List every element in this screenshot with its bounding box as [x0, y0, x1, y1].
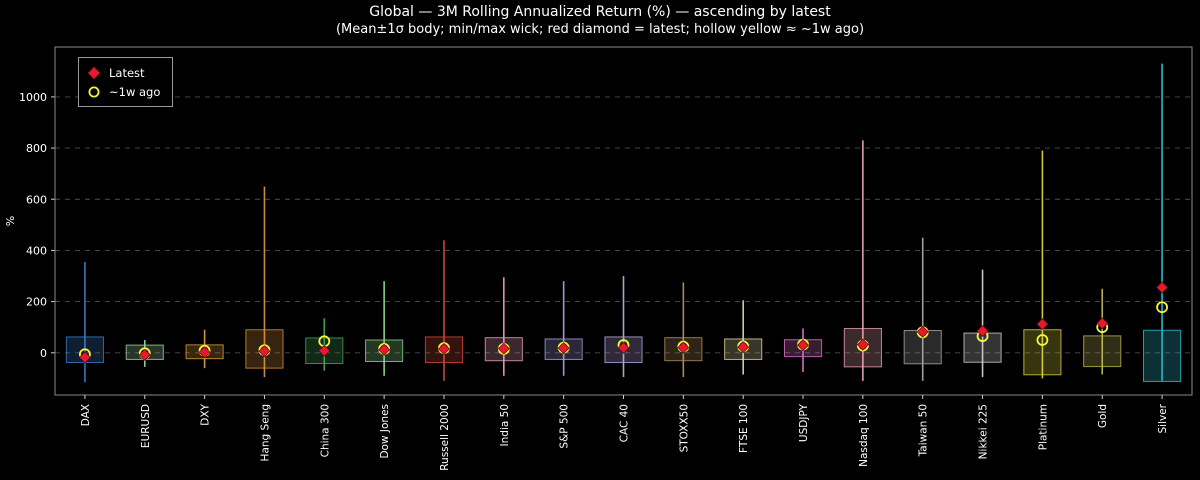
- latest-marker-china-300: [318, 344, 331, 357]
- latest-marker-cac-40: [617, 341, 630, 354]
- latest-marker-ftse-100: [737, 341, 750, 354]
- week-ago-circle-icon: [88, 86, 100, 97]
- latest-marker-taiwan-50: [916, 325, 929, 338]
- sigma-box-gold: [1083, 335, 1122, 368]
- latest-marker-gold: [1096, 317, 1109, 330]
- week-ago-marker-silver: [1156, 301, 1168, 314]
- y-tick-label: 800: [26, 142, 47, 155]
- x-tick-label-nikkei-225: Nikkei 225: [978, 404, 990, 459]
- x-tick-label-hang-seng: Hang Seng: [259, 404, 271, 461]
- latest-marker-nasdaq-100: [856, 338, 869, 351]
- latest-marker-silver: [1156, 281, 1169, 294]
- latest-marker-india-50: [497, 342, 510, 355]
- y-tick-label: 0: [40, 347, 47, 360]
- x-tick-label-eurusd: EURUSD: [140, 404, 152, 448]
- x-tick-label-nasdaq-100: Nasdaq 100: [858, 404, 870, 467]
- latest-marker-stoxx50: [677, 341, 690, 354]
- x-tick-label-ftse-100: FTSE 100: [738, 404, 750, 453]
- chart-title: Global — 3M Rolling Annualized Return (%…: [369, 4, 831, 20]
- chart-subtitle: (Mean±1σ body; min/max wick; red diamond…: [335, 22, 865, 37]
- y-tick-label: 1000: [19, 91, 47, 104]
- latest-diamond-icon: [87, 65, 101, 80]
- y-axis-label: %: [4, 216, 17, 226]
- latest-marker-russell-2000: [437, 342, 450, 355]
- y-tick-label: 400: [26, 244, 47, 257]
- sigma-box-platinum: [1023, 329, 1062, 376]
- legend-latest-label: Latest: [109, 65, 145, 80]
- x-tick-label-gold: Gold: [1097, 404, 1109, 428]
- x-tick-label-cac-40: CAC 40: [619, 404, 631, 442]
- latest-marker-s-p-500: [557, 342, 570, 355]
- x-tick-label-platinum: Platinum: [1037, 404, 1049, 450]
- week-ago-marker-platinum: [1036, 334, 1049, 346]
- legend: Latest ~1w ago: [78, 57, 174, 107]
- x-tick-label-dow-jones: Dow Jones: [379, 404, 391, 459]
- sigma-box-nikkei-225: [963, 332, 1002, 363]
- latest-marker-platinum: [1036, 318, 1049, 331]
- y-tick-label: 200: [26, 296, 47, 309]
- x-tick-label-russell-2000: Russell 2000: [439, 404, 451, 471]
- legend-item-latest: Latest: [87, 63, 160, 82]
- latest-marker-hang-seng: [258, 345, 271, 358]
- legend-week-label: ~1w ago: [109, 84, 161, 99]
- latest-marker-nikkei-225: [976, 325, 989, 338]
- legend-item-week-ago: ~1w ago: [87, 82, 160, 101]
- x-tick-label-usdjpy: USDJPY: [798, 403, 810, 442]
- x-tick-label-taiwan-50: Taiwan 50: [918, 404, 930, 457]
- x-tick-label-china-300: China 300: [319, 404, 331, 457]
- latest-marker-dax: [78, 351, 91, 364]
- y-tick-label: 600: [26, 193, 47, 206]
- latest-marker-dxy: [198, 346, 211, 359]
- x-tick-label-stoxx50: STOXX50: [678, 404, 690, 452]
- x-tick-label-dxy: DXY: [200, 403, 212, 425]
- latest-marker-dow-jones: [378, 343, 391, 356]
- x-tick-label-silver: Silver: [1157, 403, 1169, 433]
- x-tick-label-s-p-500: S&P 500: [559, 404, 571, 449]
- x-tick-label-dax: DAX: [80, 404, 92, 426]
- latest-marker-usdjpy: [797, 339, 810, 352]
- x-tick-label-india-50: India 50: [499, 404, 511, 446]
- latest-marker-eurusd: [138, 348, 151, 361]
- sigma-box-silver: [1143, 329, 1182, 382]
